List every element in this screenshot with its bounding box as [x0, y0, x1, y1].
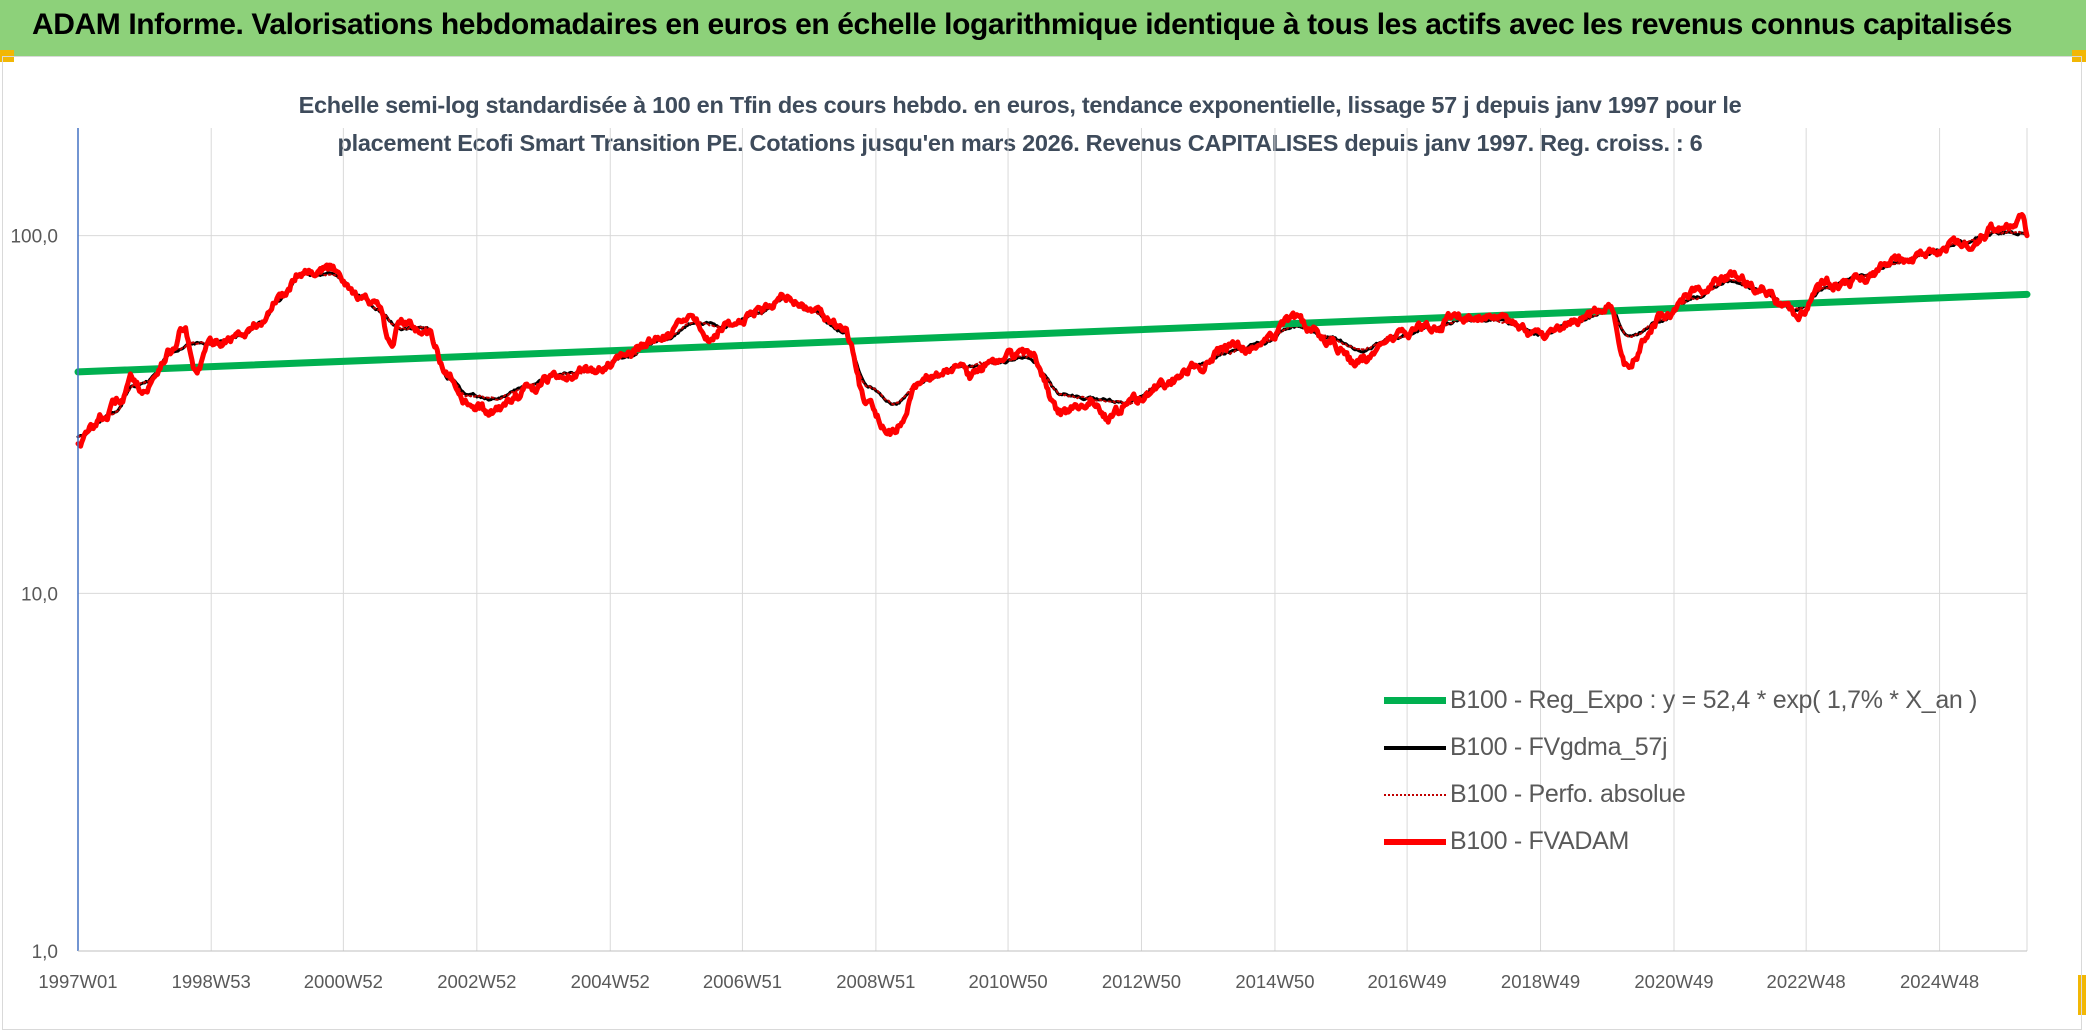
legend-swatch-reg-expo: [1384, 697, 1446, 704]
legend-label-fvadam: B100 - FVADAM: [1450, 827, 1630, 855]
y-tick-label: 1,0: [32, 942, 58, 963]
series-fvadam-line: [75, 212, 2030, 449]
x-tick-label: 2018W49: [1501, 971, 1580, 992]
legend-label-reg-expo: B100 - Reg_Expo : y = 52,4 * exp( 1,7% *…: [1450, 686, 1978, 714]
x-tick-label: 2008W51: [836, 971, 915, 992]
x-tick-label: 2010W50: [968, 971, 1047, 992]
legend-label-perfo-absolue: B100 - Perfo. absolue: [1450, 780, 1686, 808]
x-tick-label: 2024W48: [1900, 971, 1979, 992]
report-title: ADAM Informe. Valorisations hebdomadaire…: [32, 8, 2013, 41]
x-tick-label: 2006W51: [703, 971, 782, 992]
subtitle-line-1: Echelle semi-log standardisée à 100 en T…: [298, 92, 1742, 118]
x-tick-label: 2000W52: [304, 971, 383, 992]
series-perfo-absolue-line: [77, 230, 2028, 438]
chart-axes: 1,0 10,0 100,0 1997W01 1998W53 2000W52 2002W52…: [10, 128, 2027, 992]
x-tick-label: 2012W50: [1102, 971, 1181, 992]
x-tick-label: 1998W53: [172, 971, 251, 992]
subtitle-line-2: placement Ecofi Smart Transition PE. Cot…: [337, 130, 1703, 156]
chart-series: [74, 212, 2031, 449]
corner-mark-bottom-right: [2078, 975, 2086, 1015]
x-tick-label: 2016W49: [1367, 971, 1446, 992]
x-tick-label: 2022W48: [1767, 971, 1846, 992]
x-tick-label: 2002W52: [437, 971, 516, 992]
x-tick-label: 2014W50: [1235, 971, 1314, 992]
y-tick-label: 100,0: [10, 227, 58, 248]
series-reg-expo-line: [74, 290, 2031, 376]
x-tick-label: 2020W49: [1634, 971, 1713, 992]
chart-grid: [78, 128, 2028, 952]
chart-subtitle: Echelle semi-log standardisée à 100 en T…: [180, 86, 1860, 162]
x-tick-label: 1997W01: [38, 971, 117, 992]
legend-swatch-perfo-absolue: [1384, 794, 1446, 796]
legend-swatch-fvadam: [1384, 839, 1446, 845]
chart-frame: [2, 56, 2082, 1030]
report-banner: ADAM Informe. Valorisations hebdomadaire…: [0, 0, 2086, 56]
y-tick-label: 10,0: [21, 584, 58, 605]
legend-label-fvgdma: B100 - FVgdma_57j: [1450, 733, 1668, 761]
legend-swatch-fvgdma: [1384, 746, 1446, 750]
x-tick-label: 2004W52: [571, 971, 650, 992]
